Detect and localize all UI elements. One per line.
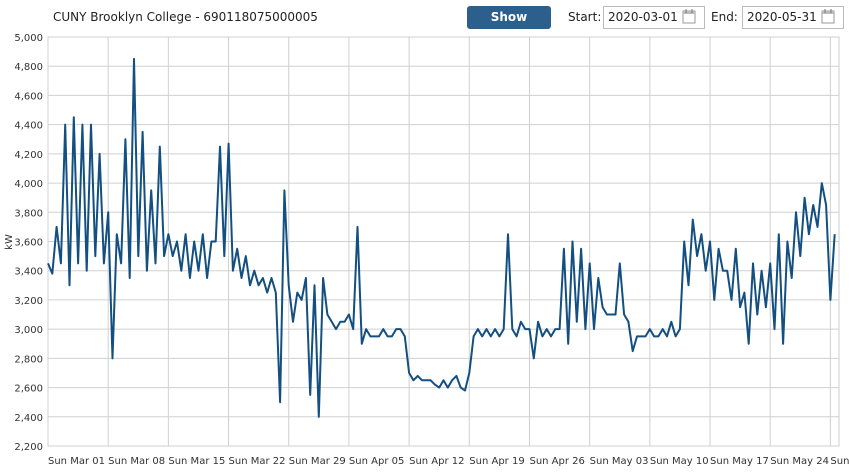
x-tick-label: Sun Mar 22 [229, 456, 286, 467]
y-tick-label: 3,600 [14, 238, 43, 249]
start-value: 2020-03-01 [608, 10, 678, 24]
title: CUNY Brooklyn College - 690118075000005 [53, 10, 318, 24]
y-tick-label: 4,600 [14, 91, 43, 102]
x-tick-label: Sun [830, 456, 849, 467]
x-tick-label: Sun Mar 01 [48, 456, 105, 467]
y-tick-label: 2,800 [14, 354, 43, 365]
x-tick-label: Sun May 03 [590, 456, 649, 467]
x-tick-label: Sun May 10 [650, 456, 709, 467]
y-tick-label: 3,800 [14, 208, 43, 219]
x-tick-label: Sun May 24 [770, 456, 829, 467]
y-tick-label: 4,000 [14, 179, 43, 190]
y-tick-label: 4,200 [14, 150, 43, 161]
y-tick-label: 2,200 [14, 442, 43, 453]
end-label: End: [711, 10, 738, 24]
x-tick-label: Sun Apr 12 [409, 456, 464, 467]
x-tick-label: Sun Mar 08 [108, 456, 165, 467]
x-tick-label: Sun Apr 26 [529, 456, 584, 467]
y-tick-label: 3,200 [14, 296, 43, 307]
calendar-icon[interactable] [682, 8, 696, 24]
y-tick-label: 4,400 [14, 121, 43, 132]
data-line [47, 57, 836, 418]
y-tick-label: 3,000 [14, 325, 43, 336]
y-axis-label: kW [4, 234, 15, 250]
x-tick-label: Sun Apr 19 [469, 456, 524, 467]
y-tick-label: 3,400 [14, 267, 43, 278]
x-tick-label: Sun Mar 29 [289, 456, 346, 467]
y-tick-label: 4,800 [14, 62, 43, 73]
y-tick-label: 2,600 [14, 384, 43, 395]
y-tick-label: 5,000 [14, 33, 43, 44]
x-tick-label: Sun Apr 05 [349, 456, 404, 467]
start-input[interactable]: 2020-03-01 [603, 6, 705, 29]
y-tick-label: 2,400 [14, 413, 43, 424]
x-tick-label: Sun Mar 15 [168, 456, 225, 467]
end-input[interactable]: 2020-05-31 [742, 6, 844, 29]
end-value: 2020-05-31 [747, 10, 817, 24]
start-label: Start: [568, 10, 602, 24]
x-tick-label: Sun May 17 [710, 456, 769, 467]
calendar-icon[interactable] [821, 8, 835, 24]
